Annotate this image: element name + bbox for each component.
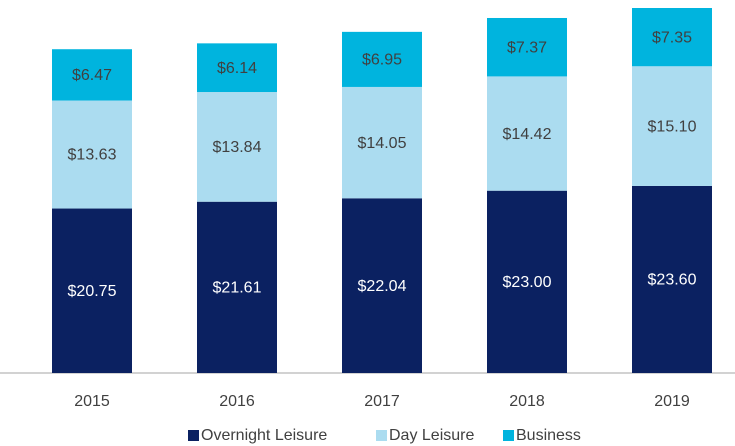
data-label: $21.61 — [213, 280, 262, 297]
bar-segment — [487, 76, 567, 191]
data-label: $23.00 — [503, 274, 552, 291]
bar-segment — [197, 43, 277, 93]
bar-segment — [52, 49, 132, 101]
bar-segment — [342, 31, 422, 87]
legend-swatch — [503, 430, 514, 441]
legend-label: Overnight Leisure — [201, 427, 327, 444]
data-label: $7.37 — [507, 39, 547, 56]
data-label: $23.60 — [648, 272, 697, 289]
x-tick-label: 2018 — [509, 393, 545, 410]
data-label: $13.84 — [213, 139, 262, 156]
legend-label: Day Leisure — [389, 427, 474, 444]
bar-segment — [342, 198, 422, 373]
data-label: $20.75 — [68, 283, 117, 300]
data-label: $14.42 — [503, 126, 552, 143]
bar-segment — [487, 17, 567, 77]
bar-segment — [52, 100, 132, 209]
x-tick-label: 2016 — [219, 393, 255, 410]
bar-segment — [632, 185, 712, 373]
x-tick-label: 2015 — [74, 393, 110, 410]
data-label: $13.63 — [68, 147, 117, 164]
data-label: $14.05 — [358, 135, 407, 152]
bar-segment — [632, 8, 712, 67]
bar-segment — [197, 92, 277, 202]
data-label: $15.10 — [648, 118, 697, 135]
x-tick-label: 2017 — [364, 393, 400, 410]
legend-swatch — [376, 430, 387, 441]
data-label: $6.14 — [217, 60, 257, 77]
data-label: $6.47 — [72, 67, 112, 84]
bar-segment — [342, 86, 422, 199]
legend-swatch — [188, 430, 199, 441]
bar-segment — [632, 66, 712, 186]
x-tick-label: 2019 — [654, 393, 690, 410]
bar-segment — [52, 208, 132, 373]
data-label: $6.95 — [362, 52, 402, 69]
data-label: $22.04 — [358, 278, 407, 295]
bar-segment — [487, 190, 567, 373]
legend-label: Business — [516, 427, 581, 444]
bar-segment — [197, 201, 277, 373]
data-label: $7.35 — [652, 29, 692, 46]
